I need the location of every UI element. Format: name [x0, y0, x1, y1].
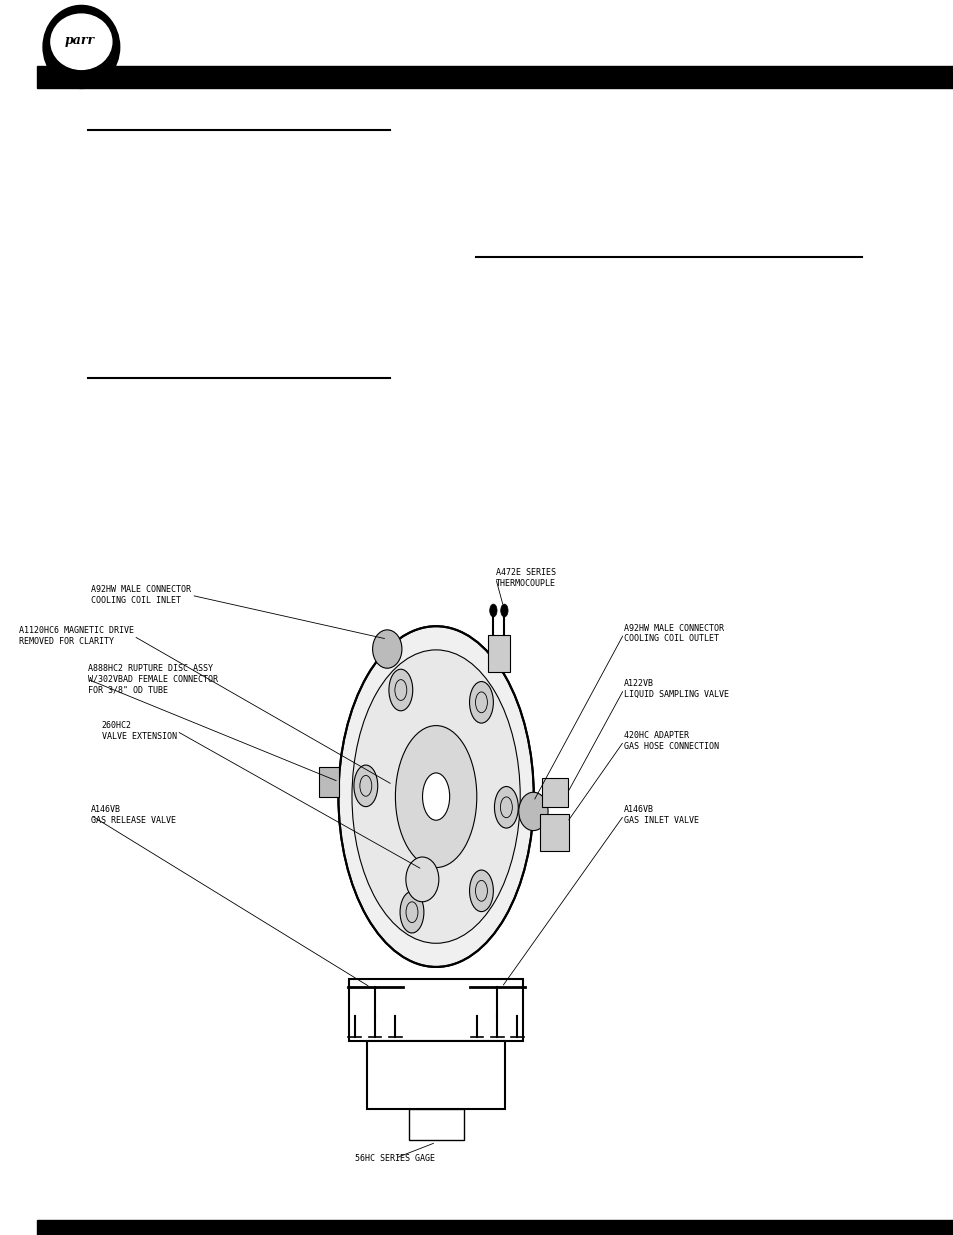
Bar — [367, 1041, 504, 1109]
Ellipse shape — [352, 650, 519, 944]
Text: A122VB
LIQUID SAMPLING VALVE: A122VB LIQUID SAMPLING VALVE — [623, 679, 728, 699]
Ellipse shape — [405, 857, 438, 902]
Ellipse shape — [494, 787, 517, 829]
Text: 56HC SERIES GAGE: 56HC SERIES GAGE — [355, 1153, 435, 1163]
Bar — [487, 635, 509, 672]
Ellipse shape — [338, 626, 534, 967]
Bar — [539, 814, 568, 851]
Ellipse shape — [518, 792, 548, 831]
Bar — [349, 979, 522, 1041]
Text: parr: parr — [65, 33, 94, 47]
Ellipse shape — [373, 630, 401, 668]
Ellipse shape — [469, 682, 493, 724]
Text: A472E SERIES
THERMOCOUPLE: A472E SERIES THERMOCOUPLE — [496, 568, 555, 588]
Text: A1120HC6 MAGNETIC DRIVE
REMOVED FOR CLARITY: A1120HC6 MAGNETIC DRIVE REMOVED FOR CLAR… — [19, 626, 133, 646]
Ellipse shape — [469, 869, 493, 911]
Ellipse shape — [489, 604, 497, 618]
Text: A888HC2 RUPTURE DISC ASSY
W/302VBAD FEMALE CONNECTOR
FOR 3/8" OD TUBE: A888HC2 RUPTURE DISC ASSY W/302VBAD FEMA… — [88, 664, 217, 694]
Ellipse shape — [389, 669, 413, 711]
Ellipse shape — [43, 5, 119, 89]
Text: 260HC2
VALVE EXTENSION: 260HC2 VALVE EXTENSION — [102, 721, 176, 741]
Ellipse shape — [51, 14, 112, 69]
Text: ®: ® — [110, 63, 114, 68]
Bar — [408, 1109, 463, 1140]
Text: A146VB
GAS INLET VALVE: A146VB GAS INLET VALVE — [623, 805, 699, 825]
Bar — [37, 1220, 953, 1235]
Ellipse shape — [354, 764, 377, 806]
Bar — [541, 778, 567, 808]
Text: A92HW MALE CONNECTOR
COOLING COIL OUTLET: A92HW MALE CONNECTOR COOLING COIL OUTLET — [623, 624, 723, 643]
Text: 420HC ADAPTER
GAS HOSE CONNECTION: 420HC ADAPTER GAS HOSE CONNECTION — [623, 731, 719, 751]
Text: A146VB
GAS RELEASE VALVE: A146VB GAS RELEASE VALVE — [91, 805, 175, 825]
Ellipse shape — [422, 773, 449, 820]
Bar — [37, 65, 953, 89]
Ellipse shape — [399, 892, 423, 932]
Ellipse shape — [395, 726, 476, 867]
Bar — [318, 767, 338, 797]
Text: A92HW MALE CONNECTOR
COOLING COIL INLET: A92HW MALE CONNECTOR COOLING COIL INLET — [91, 585, 192, 605]
Ellipse shape — [500, 604, 508, 618]
